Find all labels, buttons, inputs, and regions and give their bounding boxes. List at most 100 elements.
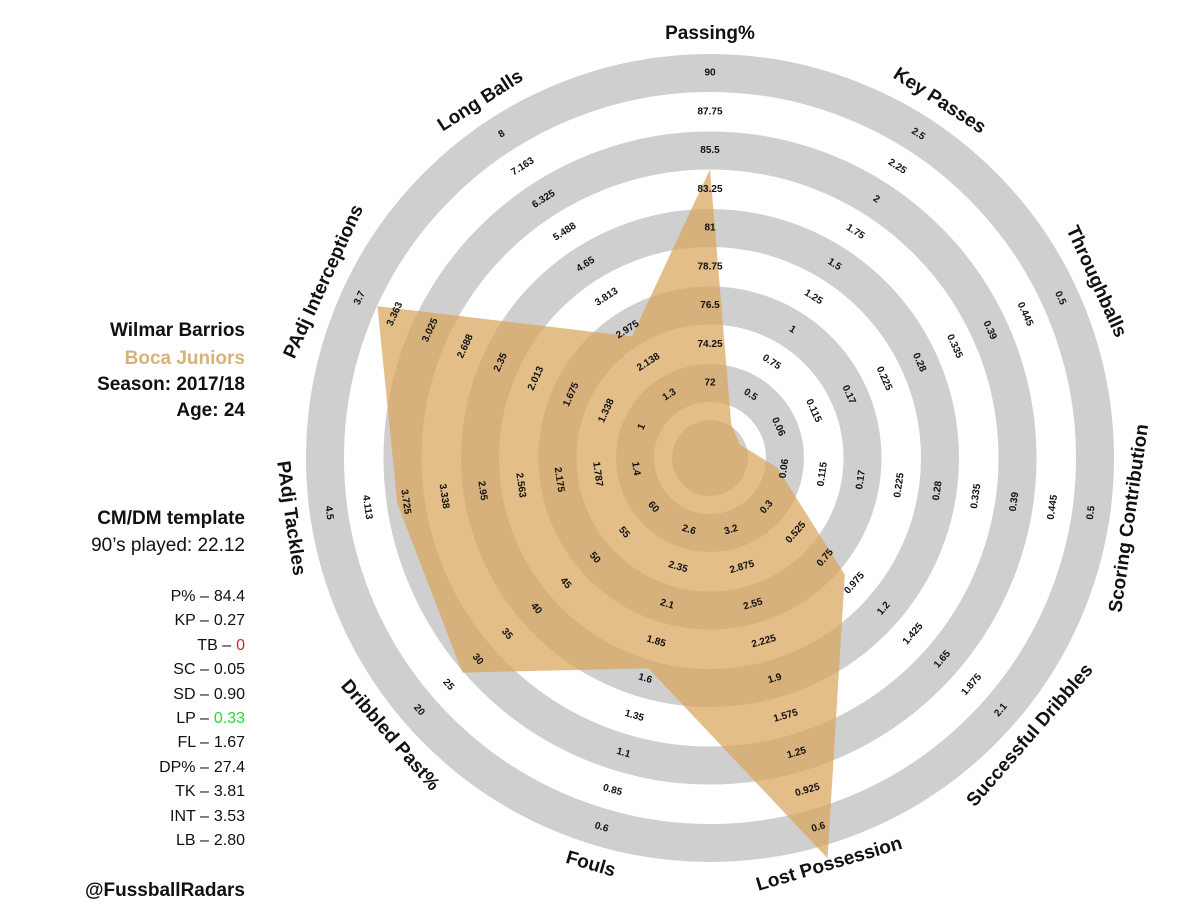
tick-label: 1.6 xyxy=(637,672,654,687)
stat-line: FL –1.67 xyxy=(177,734,245,752)
season: Season: 2017/18 xyxy=(97,374,245,395)
tick-label: 2.6 xyxy=(681,523,698,538)
tick-label: 81 xyxy=(704,223,716,234)
tick-label: 0.5 xyxy=(1052,290,1068,308)
tick-label: 2.95 xyxy=(475,480,489,501)
tick-label: 76.5 xyxy=(700,300,720,311)
stat-line: DP% –27.4 xyxy=(159,759,245,777)
stat-line: LP –0.33 xyxy=(176,710,245,728)
tick-label: 0.85 xyxy=(602,782,624,798)
tick-label: 0.6 xyxy=(810,820,827,835)
tick-label: 0.115 xyxy=(803,397,823,424)
stat-value: 0.05 xyxy=(213,661,245,679)
stat-label: LB – xyxy=(175,832,209,849)
tick-label: 5.488 xyxy=(551,220,578,243)
tick-label: 2.25 xyxy=(886,157,909,177)
tick-label: 1.25 xyxy=(786,745,808,761)
tick-label: 0.5 xyxy=(1085,505,1098,521)
tick-label: 3.338 xyxy=(437,483,452,510)
tick-label: 0.445 xyxy=(1046,494,1061,521)
stat-line: INT –3.53 xyxy=(170,808,245,826)
axis-label: Fouls xyxy=(563,847,618,881)
tick-label: 0.28 xyxy=(931,480,945,501)
radar-area xyxy=(377,169,845,859)
stat-label: FL – xyxy=(177,734,209,752)
tick-label: 0.39 xyxy=(1008,491,1022,512)
tick-label: 8 xyxy=(497,128,508,140)
stat-value: 0.90 xyxy=(213,685,245,703)
tick-label: 2.55 xyxy=(742,596,764,612)
stat-label: TB – xyxy=(197,636,232,654)
tick-label: 2.1 xyxy=(659,597,676,612)
stat-value: 0.27 xyxy=(213,612,245,630)
age: Age: 24 xyxy=(176,400,245,421)
stat-line: TK –3.81 xyxy=(175,783,245,801)
tick-label: 0.225 xyxy=(874,365,895,393)
stat-label: KP – xyxy=(174,612,209,630)
tick-label: 87.75 xyxy=(697,106,722,117)
tick-label: 0.335 xyxy=(944,333,965,361)
stat-line: LB –2.80 xyxy=(176,832,245,850)
tick-label: 0.975 xyxy=(842,570,867,596)
stat-value: 27.4 xyxy=(213,758,245,776)
stat-value: 0 xyxy=(236,636,245,654)
tick-label: 0.6 xyxy=(593,820,610,835)
minutes-played: 90’s played: 22.12 xyxy=(91,535,245,556)
tick-label: 3.7 xyxy=(352,289,368,307)
stat-value: 84.4 xyxy=(213,588,245,605)
tick-label: 72 xyxy=(704,378,716,389)
team-name: Boca Juniors xyxy=(124,348,245,369)
handle: @FussballRadars xyxy=(84,880,245,901)
tick-label: 1.9 xyxy=(767,671,784,686)
tick-label: 3.2 xyxy=(723,523,740,538)
stat-label: TK – xyxy=(175,783,209,801)
tick-label: 1.75 xyxy=(844,222,867,242)
tick-label: 1.35 xyxy=(623,708,645,724)
tick-label: 0.335 xyxy=(969,483,984,510)
tick-label: 2.35 xyxy=(667,559,689,575)
tick-label: 1 xyxy=(636,422,648,432)
stat-label: SC – xyxy=(173,661,209,679)
tick-label: 83.25 xyxy=(697,184,722,195)
tick-label: 85.5 xyxy=(700,145,720,156)
stat-value: 2.80 xyxy=(213,832,245,849)
tick-label: 0.75 xyxy=(760,353,783,373)
tick-label: 3.725 xyxy=(398,489,413,516)
stat-line: P% –84.4 xyxy=(171,588,245,606)
stat-label: P% – xyxy=(170,588,209,605)
stat-label: LP – xyxy=(176,710,209,727)
tick-label: 0.115 xyxy=(816,461,830,487)
stat-line: SD –0.90 xyxy=(173,686,245,704)
tick-label: 25 xyxy=(440,677,456,693)
tick-label: 1.787 xyxy=(590,461,605,488)
tick-label: 4.113 xyxy=(360,494,374,520)
stat-line: SC –0.05 xyxy=(173,661,245,679)
tick-label: 1.1 xyxy=(615,746,632,761)
tick-label: 3.813 xyxy=(593,286,620,309)
tick-label: 0.225 xyxy=(892,472,907,499)
tick-label: 0.06 xyxy=(778,458,792,479)
tick-label: 0.445 xyxy=(1015,301,1036,329)
stat-label: SD – xyxy=(173,685,209,703)
tick-label: 90 xyxy=(704,68,716,79)
tick-label: 1.25 xyxy=(802,287,825,307)
stat-label: DP% – xyxy=(159,758,209,776)
stat-line: TB –0 xyxy=(197,637,245,655)
tick-label: 4.5 xyxy=(322,505,335,521)
stat-value: 3.81 xyxy=(213,783,245,801)
tick-label: 1.85 xyxy=(645,634,667,650)
stat-line: KP –0.27 xyxy=(174,612,245,630)
stat-value: 1.67 xyxy=(213,734,245,752)
tick-label: 2.175 xyxy=(552,467,567,494)
tick-label: 1 xyxy=(787,324,798,336)
stat-label: INT – xyxy=(170,807,209,825)
tick-label: 7.163 xyxy=(509,155,536,178)
tick-label: 1.875 xyxy=(959,671,984,697)
tick-label: 78.75 xyxy=(697,261,722,272)
tick-label: 2.563 xyxy=(513,472,528,499)
player-name: Wilmar Barrios xyxy=(110,320,245,341)
axis-label: PAdj Tackles xyxy=(272,460,309,577)
axis-label: Passing% xyxy=(665,23,755,44)
